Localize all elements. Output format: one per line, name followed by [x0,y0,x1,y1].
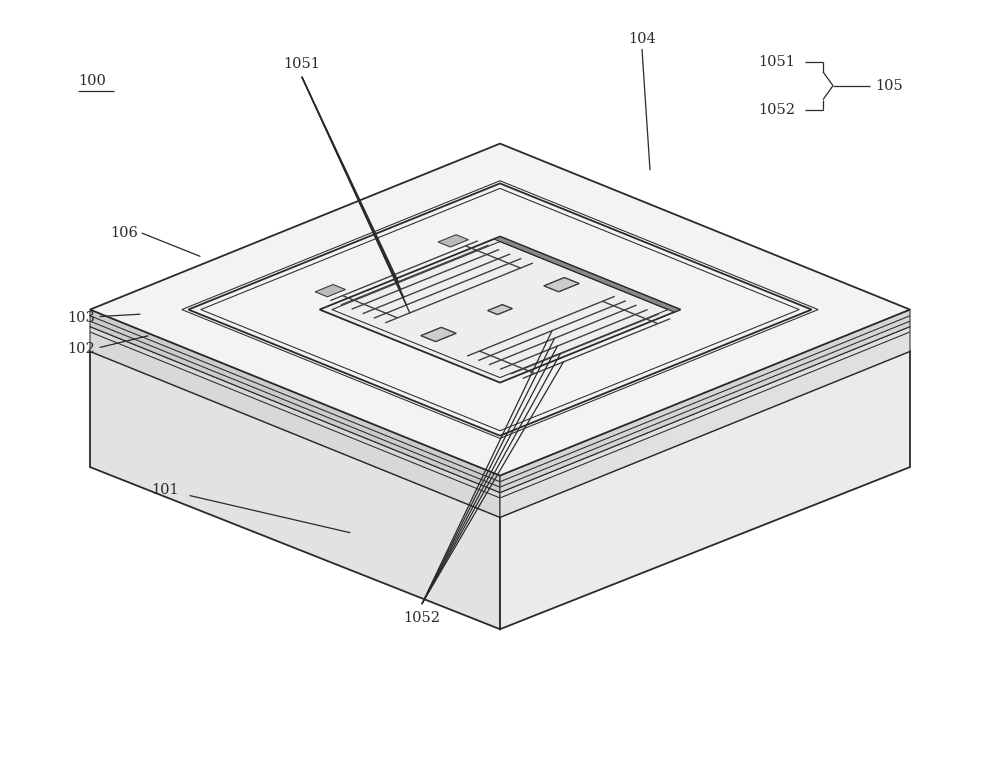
Text: 102: 102 [67,342,95,356]
Polygon shape [500,351,910,629]
Polygon shape [315,285,345,296]
Polygon shape [494,236,680,312]
Text: 106: 106 [110,226,138,240]
Text: 1051: 1051 [284,57,320,71]
Polygon shape [90,310,500,493]
Polygon shape [90,144,910,476]
Polygon shape [438,235,468,247]
Polygon shape [90,185,910,517]
Polygon shape [500,310,910,493]
Polygon shape [90,327,500,517]
Polygon shape [544,278,579,292]
Text: 101: 101 [151,483,179,497]
Text: 104: 104 [628,32,656,46]
Text: 1052: 1052 [404,611,440,625]
Polygon shape [90,161,910,493]
Polygon shape [320,236,680,383]
Polygon shape [421,327,456,341]
Text: 103: 103 [67,311,95,325]
Text: 1051: 1051 [758,55,795,69]
Polygon shape [488,305,512,314]
Polygon shape [90,351,500,629]
Text: 100: 100 [78,74,106,88]
Polygon shape [500,327,910,517]
Text: 105: 105 [875,79,903,93]
Text: 1052: 1052 [758,103,795,117]
